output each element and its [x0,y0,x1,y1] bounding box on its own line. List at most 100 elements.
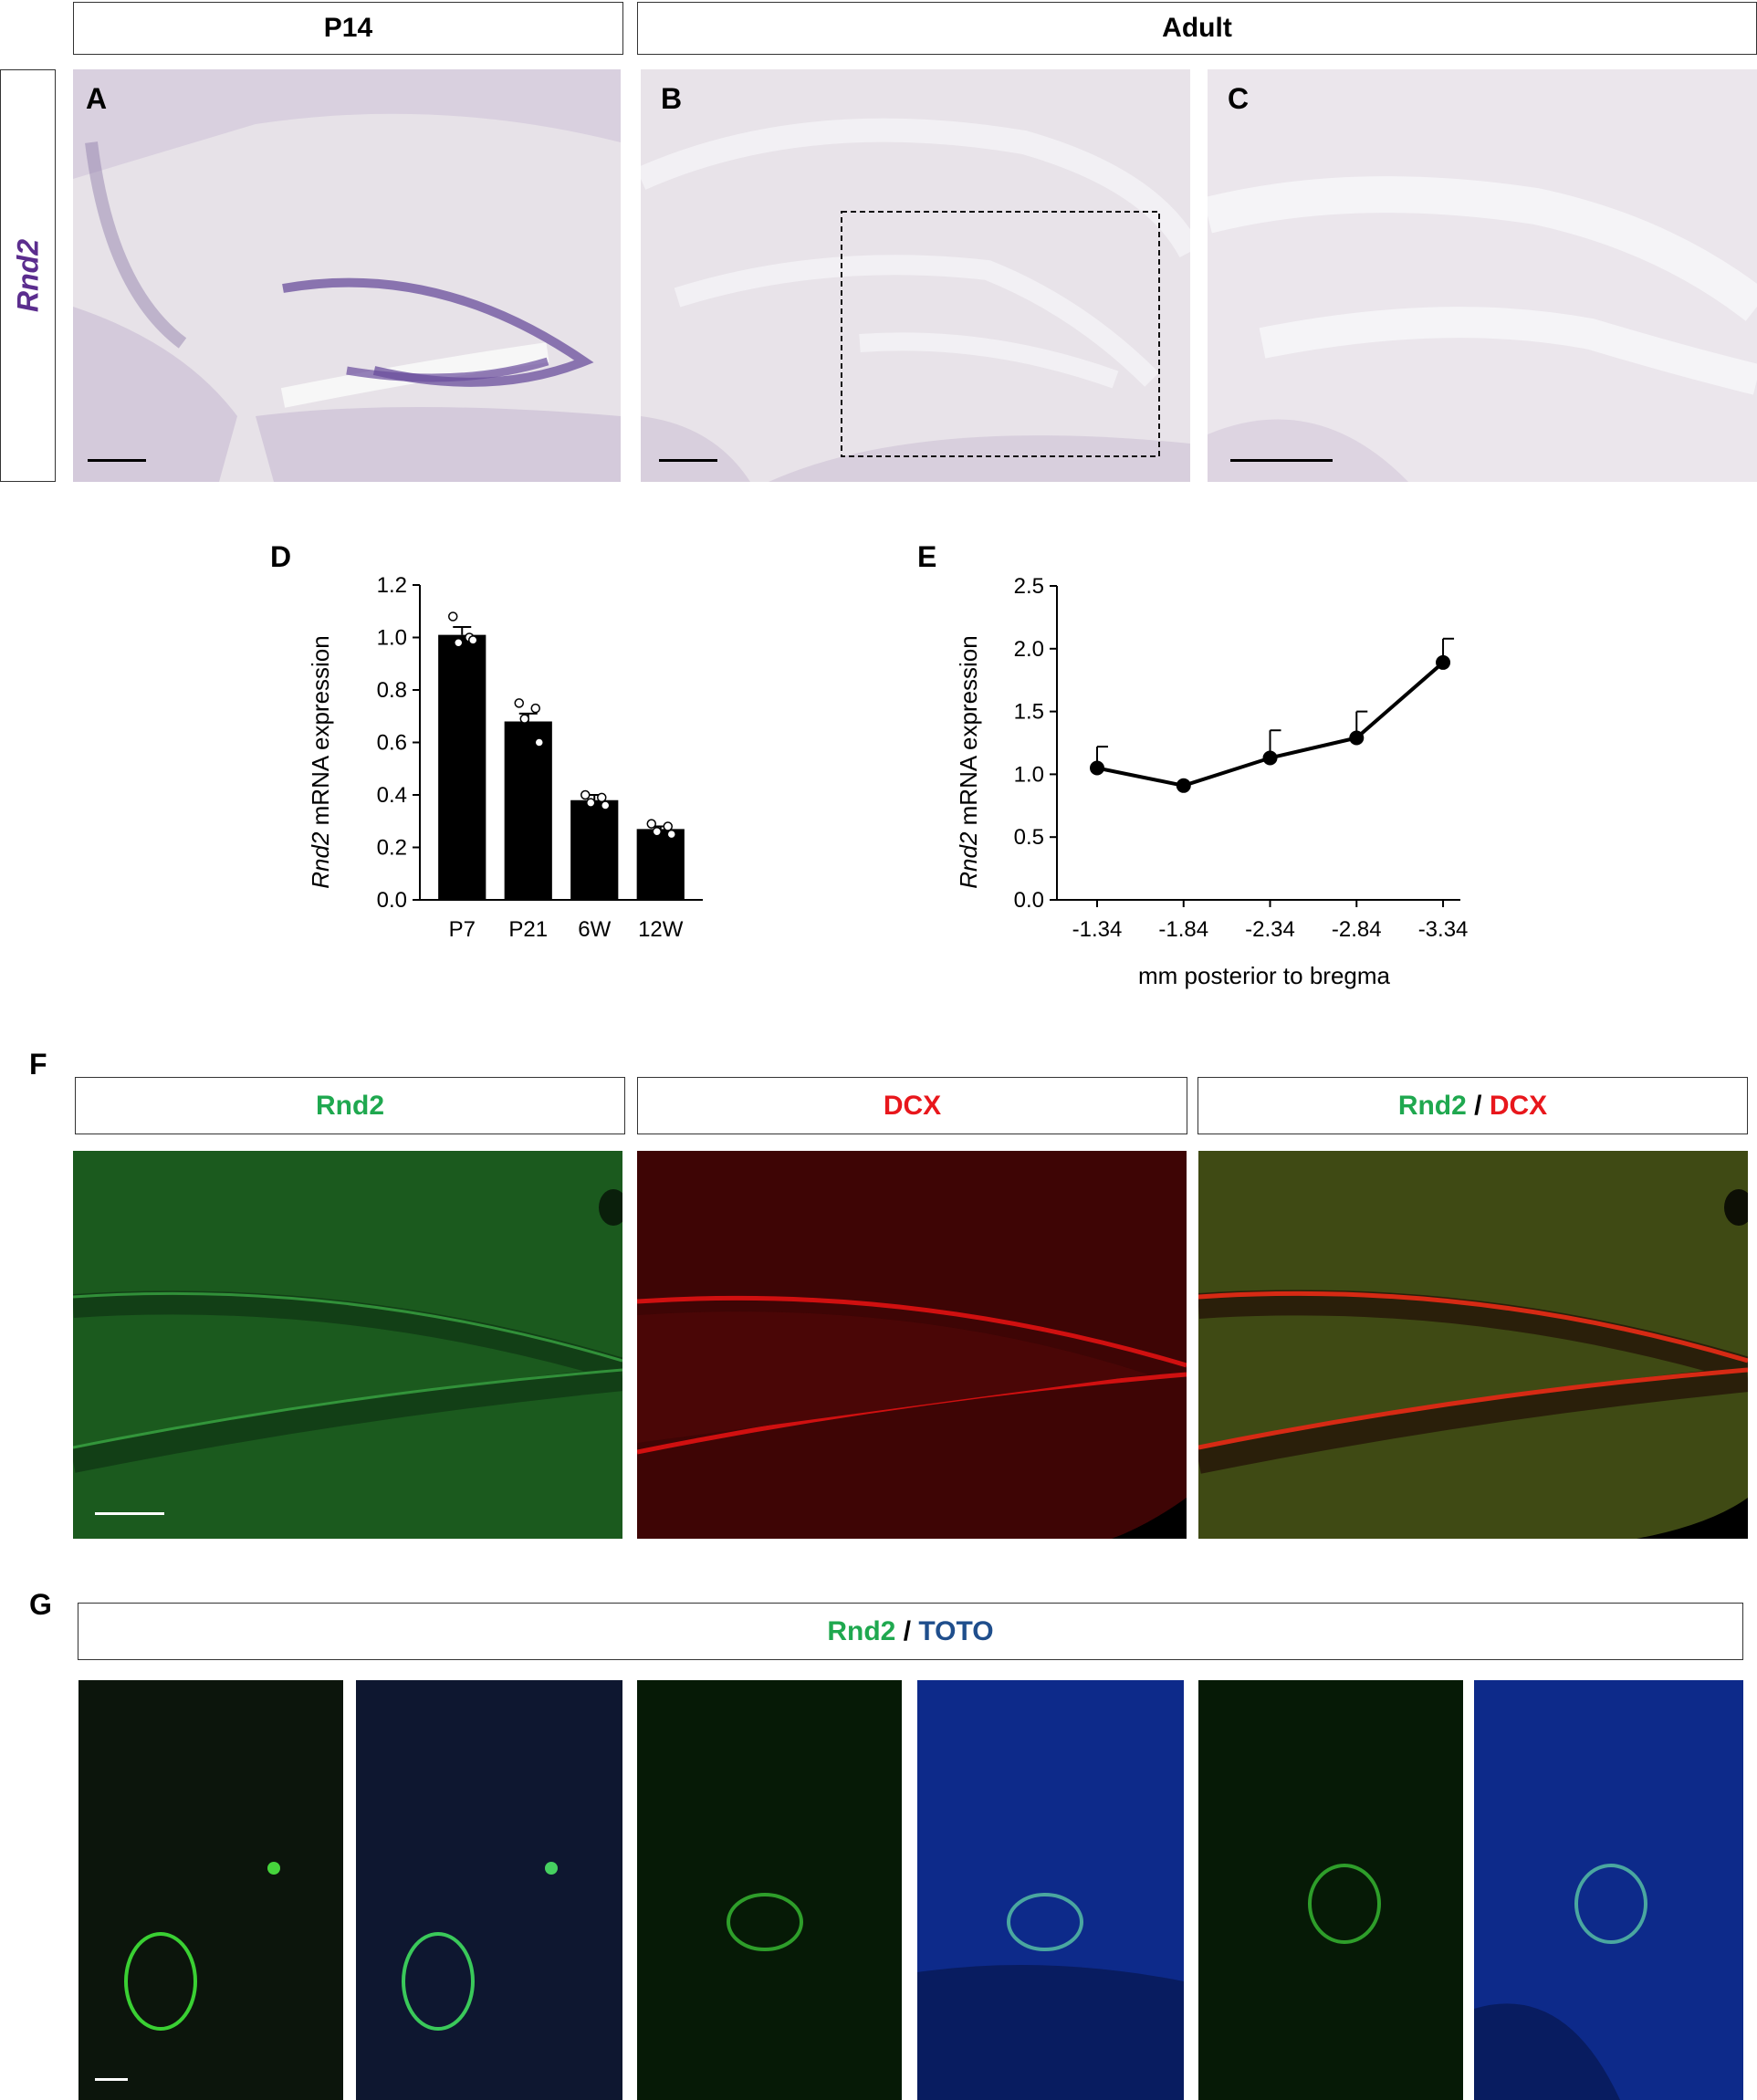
header-p14: P14 [73,2,623,55]
ish-image-a-svg [73,69,621,482]
panel-label-b: B [661,82,683,115]
g-sep: / [895,1615,919,1646]
chart-e-point [1262,750,1278,766]
chart-d-point [448,611,458,622]
chart-e-xtick-label: -2.84 [1332,917,1382,942]
chart-e-point [1436,654,1451,670]
panel-label-e: E [917,540,937,573]
merge-dcx: DCX [1489,1090,1548,1121]
chart-e-point [1349,730,1365,746]
side-label-box: Rnd2 [0,69,56,482]
header-f-rnd2-text: Rnd2 [316,1090,384,1121]
fluor-image-g2-svg [356,1680,622,2100]
chart-e-ylabel: Rnd2 mRNA expression [955,635,982,888]
chart-d-point [663,821,673,831]
chart-d-ytick-label: 1.2 [377,573,407,598]
merge-rnd2: Rnd2 [1397,1090,1467,1121]
fluor-image-g6-svg [1474,1680,1743,2100]
fluor-image-g3-svg [637,1680,902,2100]
fluor-image-g4 [917,1680,1184,2100]
ish-image-c [1208,69,1757,482]
ish-image-c-svg [1208,69,1757,482]
chart-e-xtick-label: -2.34 [1245,917,1295,942]
chart-d-point [468,635,478,645]
fluor-image-f-merge-svg [1198,1151,1748,1539]
scale-bar-g [95,2078,128,2081]
scale-bar-b [659,459,717,462]
fluor-image-g1 [78,1680,343,2100]
chart-e: Rnd2 mRNA expression mm posterior to bre… [955,574,1469,989]
panel-label-a: A [86,82,108,115]
ish-image-b-svg [641,69,1190,482]
header-adult-text: Adult [1162,13,1232,43]
chart-e-ytick-label: 2.0 [1014,637,1044,662]
chart-e-ytick-label: 2.5 [1014,574,1044,599]
chart-e-ytick-label: 0.5 [1014,825,1044,850]
chart-d-xtick-label: 12W [638,917,684,942]
panel-label-d: D [270,540,292,573]
chart-d: Rnd2 mRNA expression 0.0 0.2 0.4 0.6 0.8 1.0 1… [307,573,703,942]
chart-d-ytick-label: 0.6 [377,731,407,756]
chart-d-point [519,714,529,724]
chart-d-bar [636,829,685,900]
chart-d-ytick-label: 0.0 [377,888,407,913]
chart-d-point [666,829,676,840]
fluor-image-f-red-svg [637,1151,1187,1539]
fluor-image-f-red [637,1151,1187,1539]
scale-bar-c [1230,459,1333,462]
chart-e-xtick-label: -1.34 [1072,917,1123,942]
panel-label-c: C [1228,82,1250,115]
fluor-image-g5 [1198,1680,1463,2100]
header-f-merge: Rnd2 / DCX [1197,1077,1748,1134]
side-label-rnd2: Rnd2 [11,239,44,312]
ish-image-a [73,69,621,482]
chart-d-point [652,827,662,837]
header-g-merge: Rnd2 / TOTO [78,1603,1743,1660]
header-p14-text: P14 [323,13,373,43]
scale-bar-f [95,1512,164,1515]
chart-d-bar [438,634,486,900]
header-f-rnd2: Rnd2 [75,1077,625,1134]
fluor-image-f-merge [1198,1151,1748,1539]
scale-bar-a [88,459,146,462]
chart-e-point [1090,760,1104,776]
header-f-merge-text: Rnd2 / DCX [1398,1091,1547,1122]
header-f-dcx: DCX [637,1077,1187,1134]
fluor-image-f-green [73,1151,622,1539]
chart-d-point [514,698,524,708]
fluor-image-f-green-svg [73,1151,622,1539]
chart-e-line [1096,661,1445,788]
chart-d-xtick-label: P21 [508,917,548,942]
ish-image-b [641,69,1190,482]
chart-d-ytick-label: 1.0 [377,626,407,651]
chart-d-point [646,819,656,829]
header-adult: Adult [637,2,1757,55]
panel-label-f: F [29,1048,47,1081]
fluor-image-g3 [637,1680,902,2100]
chart-d-bar [570,799,619,900]
chart-d-point [454,638,464,648]
chart-e-xlabel: mm posterior to bregma [1138,962,1391,989]
chart-e-ytick-label: 1.5 [1014,700,1044,725]
chart-d-ytick-label: 0.2 [377,836,407,861]
chart-d-xtick-label: 6W [578,917,611,942]
chart-d-point [534,737,544,747]
g-rnd2: Rnd2 [827,1615,896,1646]
header-f-dcx-text: DCX [883,1090,942,1121]
chart-d-bar [504,721,552,900]
fluor-image-g4-svg [917,1680,1184,2100]
chart-e-ytick-label: 1.0 [1014,762,1044,787]
chart-e-xtick-label: -1.84 [1158,917,1208,942]
chart-d-ytick-label: 0.4 [377,783,407,808]
fluor-image-g2 [356,1680,622,2100]
chart-d-point [597,792,607,803]
chart-e-xtick-label: -3.34 [1418,917,1469,942]
merge-sep: / [1466,1090,1490,1121]
fluor-image-g6 [1474,1680,1743,2100]
chart-d-ytick-label: 0.8 [377,678,407,703]
chart-d-point [580,789,591,800]
chart-d-ylabel: Rnd2 mRNA expression [307,635,334,888]
chart-d-point [530,703,540,714]
fluor-image-g1-svg [78,1680,343,2100]
g-toto: TOTO [918,1615,994,1646]
